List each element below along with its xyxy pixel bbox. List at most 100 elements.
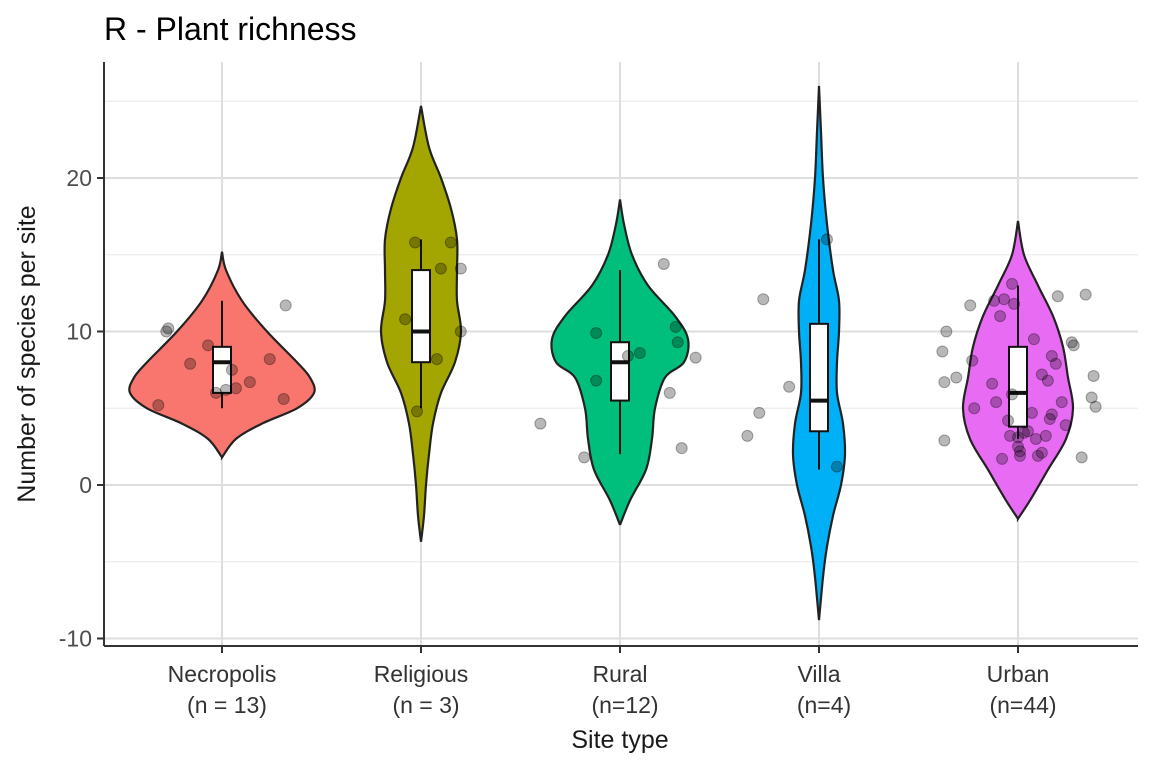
- data-point: [409, 236, 422, 249]
- data-point: [938, 434, 951, 447]
- data-point: [590, 374, 603, 387]
- box-rect: [1008, 345, 1028, 428]
- data-point: [1039, 429, 1052, 442]
- y-axis-title: Number of species per site: [13, 205, 41, 502]
- data-point: [454, 262, 467, 275]
- data-point: [1012, 431, 1024, 444]
- x-tick-label: Rural: [593, 661, 648, 687]
- data-point: [940, 325, 953, 338]
- y-tick-label: 10: [66, 319, 92, 345]
- data-point: [1021, 425, 1034, 438]
- box-rect: [411, 269, 431, 364]
- data-point: [1012, 440, 1024, 453]
- data-point: [1087, 370, 1100, 383]
- data-point: [1075, 451, 1088, 464]
- y-tick-labels: -10 0 10 20: [59, 165, 104, 652]
- data-point: [966, 354, 979, 367]
- data-point: [162, 322, 175, 335]
- data-point: [243, 376, 256, 389]
- violin-group: [128, 251, 316, 461]
- data-point: [820, 233, 833, 246]
- box-rect: [610, 341, 630, 402]
- data-point: [1089, 400, 1102, 413]
- data-point: [454, 325, 467, 338]
- violin-group: [534, 199, 702, 526]
- chart-title: R - Plant richness: [104, 11, 357, 47]
- data-point: [578, 451, 591, 464]
- x-tick-label-count: (n = 13): [187, 692, 267, 718]
- data-point: [1006, 388, 1019, 401]
- data-point: [741, 429, 754, 442]
- data-point: [444, 236, 457, 249]
- data-point: [1079, 288, 1092, 301]
- y-tick-label: 0: [79, 472, 92, 498]
- data-point: [1006, 277, 1019, 290]
- x-tick-label-count: (n=12): [591, 692, 658, 718]
- data-point: [998, 293, 1011, 306]
- violin-group: [741, 85, 847, 621]
- data-point: [434, 262, 447, 275]
- data-point: [1025, 406, 1038, 419]
- data-point: [534, 417, 547, 430]
- y-tick-label: 20: [66, 165, 92, 191]
- data-point: [936, 345, 949, 358]
- x-tick-label-count: (n=44): [989, 692, 1056, 718]
- box-rect: [212, 345, 232, 394]
- data-point: [1065, 336, 1078, 349]
- x-axis-title: Site type: [571, 726, 668, 754]
- x-tick-label: Urban: [987, 661, 1050, 687]
- data-point: [1051, 290, 1064, 303]
- data-point: [938, 376, 951, 389]
- data-point: [1059, 419, 1072, 432]
- violin-group: [936, 220, 1102, 523]
- data-point: [1035, 446, 1048, 459]
- violin-group: [379, 105, 467, 542]
- plot-marks: [128, 85, 1102, 621]
- data-point: [277, 393, 290, 406]
- data-point: [411, 405, 424, 418]
- data-point: [671, 336, 684, 349]
- data-point: [1013, 445, 1026, 458]
- data-point: [1029, 432, 1042, 445]
- data-point: [399, 313, 412, 326]
- data-point: [263, 353, 276, 366]
- data-point: [279, 299, 292, 312]
- data-point: [1004, 429, 1017, 442]
- data-point: [202, 339, 215, 352]
- data-point: [1008, 297, 1021, 310]
- data-point: [830, 460, 843, 473]
- data-point: [1055, 396, 1068, 409]
- x-tick-labels: Necropolis (n = 13) Religious (n = 3) Rural (…: [168, 646, 1057, 718]
- data-point: [1049, 357, 1062, 370]
- data-point: [152, 399, 165, 412]
- data-point: [990, 396, 1003, 409]
- data-point: [663, 386, 676, 399]
- y-tick-label: -10: [59, 626, 92, 652]
- data-point: [1043, 412, 1056, 425]
- data-point: [225, 363, 238, 376]
- data-point: [1067, 339, 1080, 352]
- x-tick-label-count: (n = 3): [392, 692, 459, 718]
- data-point: [996, 452, 1009, 465]
- data-point: [1045, 350, 1058, 363]
- data-point: [950, 371, 963, 384]
- data-point: [1041, 374, 1054, 387]
- data-point: [1002, 414, 1015, 427]
- data-point: [968, 402, 981, 415]
- data-point: [430, 353, 443, 366]
- data-point: [633, 346, 646, 359]
- data-point: [621, 350, 634, 363]
- data-point: [994, 310, 1007, 323]
- data-point: [783, 380, 796, 393]
- data-point: [160, 325, 173, 338]
- data-point: [229, 382, 242, 395]
- data-point: [1045, 408, 1058, 421]
- data-point: [1085, 391, 1098, 404]
- x-tick-label: Religious: [374, 661, 469, 687]
- data-point: [590, 327, 603, 340]
- x-tick-label: Villa: [797, 661, 840, 687]
- data-point: [986, 377, 999, 390]
- data-point: [753, 406, 766, 419]
- data-point: [184, 357, 197, 370]
